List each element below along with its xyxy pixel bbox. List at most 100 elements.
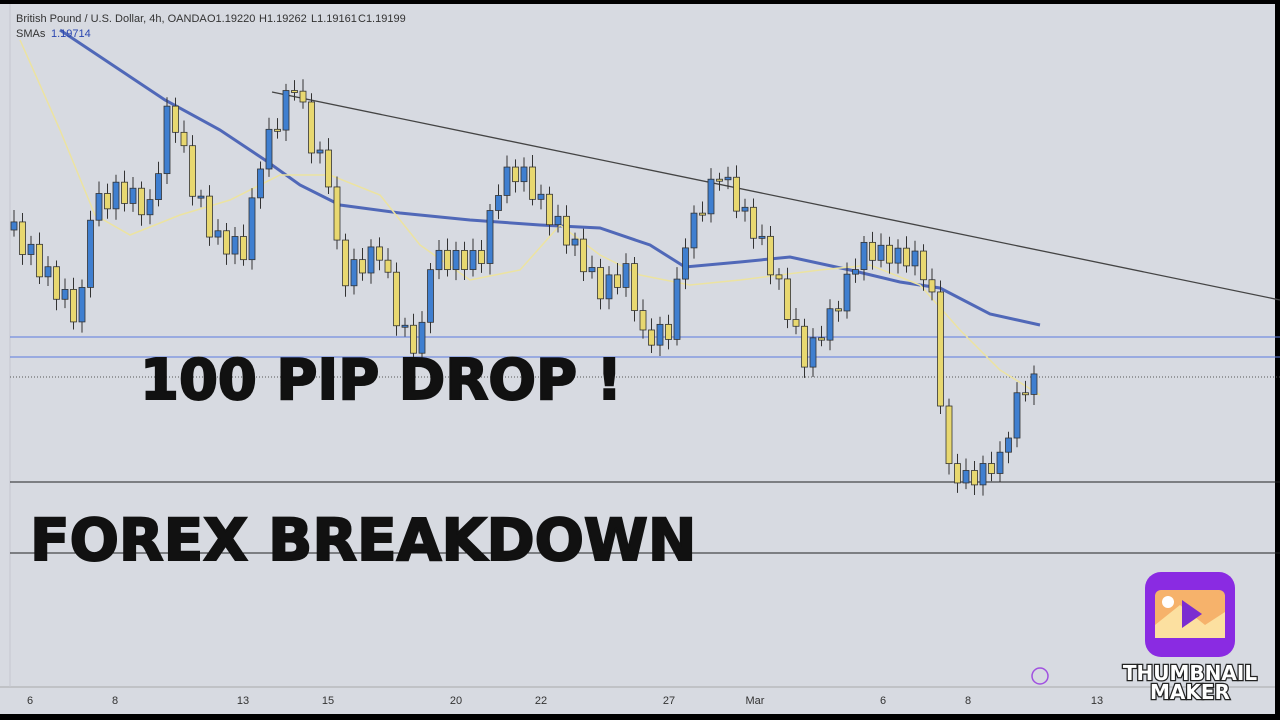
candle-body xyxy=(410,324,417,354)
ohlc-low: L1.19161 xyxy=(311,13,357,25)
candle-body xyxy=(53,266,60,300)
candle-body xyxy=(690,212,698,249)
trend-line xyxy=(271,91,1280,301)
candle-body xyxy=(826,308,834,341)
candle-body xyxy=(1005,437,1012,453)
candle-body xyxy=(605,274,613,300)
candle-body xyxy=(843,273,851,312)
candle-body xyxy=(367,246,375,274)
candle-body xyxy=(920,250,927,281)
sma-fast xyxy=(19,39,1041,396)
candle-body xyxy=(614,274,621,288)
candle-body xyxy=(223,230,230,255)
candle-body xyxy=(95,193,103,221)
watermark: THUMBNAIL xyxy=(1123,661,1257,685)
candle-body xyxy=(121,181,128,204)
candle-body xyxy=(27,243,35,255)
x-tick-label: 13 xyxy=(1091,695,1103,707)
candle-body xyxy=(418,321,426,354)
candle-body xyxy=(784,278,791,320)
candle-body xyxy=(818,337,825,341)
candle-body xyxy=(461,250,468,270)
candle-body xyxy=(248,197,256,261)
candle-body xyxy=(427,269,434,323)
candle-body xyxy=(257,168,264,199)
candle-body xyxy=(537,193,545,200)
x-tick-label: 8 xyxy=(112,695,118,707)
candle-body xyxy=(563,215,570,246)
candle-body xyxy=(996,451,1004,474)
candle-body xyxy=(741,206,749,212)
candle-body xyxy=(138,187,145,216)
x-tick-label: 27 xyxy=(663,695,675,707)
candle-body xyxy=(87,219,94,288)
candle-body xyxy=(486,210,494,264)
sma-value: 1.19714 xyxy=(51,28,91,40)
x-tick-label: 22 xyxy=(535,695,547,707)
app-icon xyxy=(1145,572,1235,657)
candle-body xyxy=(886,244,893,264)
candle-body xyxy=(792,319,800,327)
ohlc-close: C1.19199 xyxy=(358,13,406,25)
candle-body xyxy=(750,206,757,239)
candle-body xyxy=(597,267,604,300)
candle-body xyxy=(971,470,978,486)
candle-body xyxy=(767,235,774,276)
title: FOREX BREAKDOWN xyxy=(30,506,696,574)
candle-body xyxy=(104,193,111,210)
chart-background xyxy=(0,4,1275,714)
x-tick-label: 13 xyxy=(237,695,249,707)
candle-body xyxy=(911,250,919,267)
candle-body xyxy=(571,238,579,246)
candle-body xyxy=(384,259,392,273)
candle-body xyxy=(282,90,290,131)
symbol: British Pound / U.S. Dollar, 4h, OANDA xyxy=(16,13,207,25)
candle-body xyxy=(19,221,26,255)
candle-body xyxy=(359,259,366,274)
candle-body xyxy=(529,166,536,200)
candle-body xyxy=(155,173,162,200)
candle-body xyxy=(61,289,69,300)
candle-body xyxy=(78,287,86,323)
candle-body xyxy=(333,186,341,241)
candle-body xyxy=(988,463,995,474)
candle-body xyxy=(673,278,681,340)
candle-body xyxy=(809,337,817,368)
candle-body xyxy=(444,249,451,271)
ohlc-high: H1.19262 xyxy=(259,13,307,25)
candle-body xyxy=(903,247,910,267)
ohlc-open: O1.19220 xyxy=(207,13,255,25)
candle-body xyxy=(469,250,477,270)
candle-body xyxy=(1030,373,1038,395)
candle-body xyxy=(36,243,43,278)
candle-body xyxy=(172,105,179,133)
candle-body xyxy=(325,149,332,188)
candle-body xyxy=(1013,392,1021,439)
x-tick-label: 6 xyxy=(27,695,33,707)
candle-body xyxy=(401,324,409,328)
candle-body xyxy=(877,244,885,261)
x-tick-label: Mar xyxy=(746,695,765,707)
candle-body xyxy=(724,176,732,181)
candle-body xyxy=(682,247,689,280)
x-tick-label: 8 xyxy=(965,695,971,707)
candle-body xyxy=(291,90,298,93)
candle-body xyxy=(639,310,647,331)
candle-body xyxy=(699,212,706,216)
x-tick-label: 20 xyxy=(450,695,462,707)
candle-body xyxy=(163,105,171,175)
candle-body xyxy=(316,149,324,154)
candle-body xyxy=(503,166,511,196)
candle-body xyxy=(299,90,307,103)
candle-body xyxy=(206,195,213,238)
candle-body xyxy=(265,128,273,170)
candle-body xyxy=(112,181,120,210)
candle-body xyxy=(478,250,485,264)
candle-body xyxy=(189,145,196,197)
candle-body xyxy=(435,249,443,271)
candle-body xyxy=(648,329,655,346)
candle-body xyxy=(979,463,987,486)
candle-body xyxy=(520,166,528,183)
